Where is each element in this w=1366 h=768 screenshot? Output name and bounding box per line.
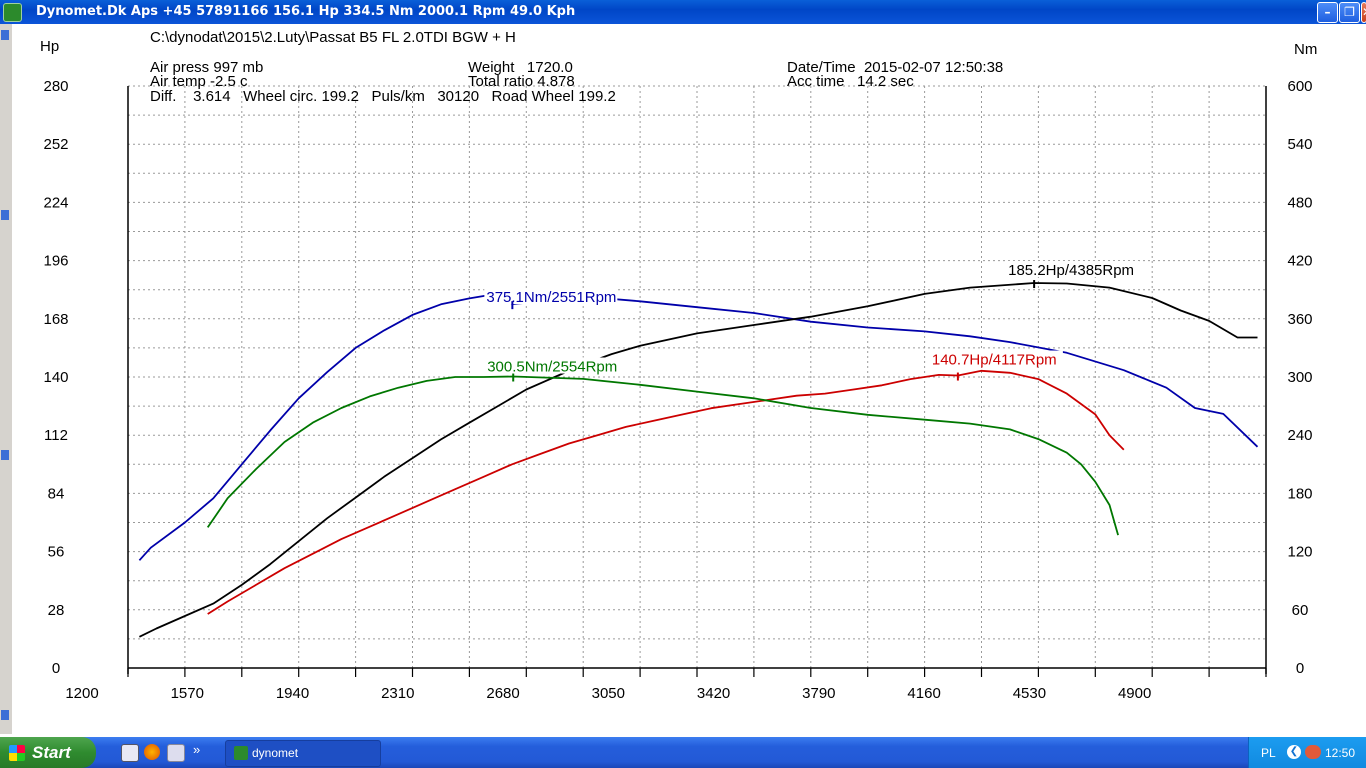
language-indicator[interactable]: PL (1261, 746, 1276, 760)
date-time: Date/Time 2015-02-07 12:50:38 (787, 59, 1003, 76)
quicklaunch-more-icon[interactable]: » (193, 742, 201, 757)
edge-marker (1, 30, 9, 40)
dynomet-task-icon (234, 746, 248, 760)
dyno-chart: 1200 1570 1940 2310 2680 3050 3420 3790 4160 4530… (40, 29, 1317, 702)
windows-flag-icon (9, 745, 25, 761)
annotation-background (485, 357, 619, 374)
series-line-power-wheel (207, 369, 1125, 615)
x-tick-label: 1200 (65, 685, 98, 702)
chart-grid (128, 85, 1266, 668)
y-right-tick-label: 60 (1292, 602, 1309, 619)
y-left-tick-label: 0 (52, 660, 60, 677)
taskbar-item-dynomet[interactable]: dynomet (225, 740, 381, 767)
edge-marker (1, 450, 9, 460)
minimize-button[interactable]: – (1317, 2, 1338, 23)
firefox-icon[interactable] (144, 744, 160, 760)
dyno-plot-area: 1200 1570 1940 2310 2680 3050 3420 3790 4160 4530… (12, 24, 1366, 734)
calculator-icon[interactable] (167, 744, 185, 762)
tray-expand-icon[interactable]: ❮ (1287, 745, 1301, 759)
annotation-background (1006, 261, 1140, 278)
x-tick-label: 4530 (1013, 685, 1046, 702)
system-tray: PL ❮ 12:50 (1248, 737, 1366, 768)
y-right-tick-label: 480 (1287, 194, 1312, 211)
y-left-tick-label: 224 (43, 194, 68, 211)
x-axis-ticks: 1200 1570 1940 2310 2680 3050 3420 3790 4160 4530… (65, 668, 1267, 702)
y-left-tick-label: 56 (48, 544, 65, 561)
start-button[interactable]: Start (0, 737, 96, 768)
y-right-tick-label: 540 (1287, 136, 1312, 153)
x-tick-label: 1570 (171, 685, 204, 702)
y-left-tick-label: 28 (48, 602, 65, 619)
annotation-background (484, 288, 618, 305)
y-left-tick-label: 196 (43, 253, 68, 270)
x-tick-label: 3050 (592, 685, 625, 702)
y-left-axis-label: Hp (40, 38, 59, 55)
left-window-edge (0, 24, 12, 734)
window-title: Dynomet.Dk Aps +45 57891166 156.1 Hp 334… (36, 4, 576, 19)
y-right-tick-label: 600 (1287, 78, 1312, 95)
y-left-tick-label: 168 (43, 311, 68, 328)
taskbar-item-label: dynomet (252, 746, 299, 760)
close-button[interactable]: ✕ (1361, 2, 1366, 23)
chart-series (138, 282, 1259, 638)
y-right-axis-ticks: 0 60 120 180 240 300 360 420 480 540 600 (1287, 78, 1312, 677)
restore-button[interactable]: ❐ (1339, 2, 1360, 23)
tray-app-icon[interactable] (1305, 745, 1321, 759)
y-right-tick-label: 360 (1287, 311, 1312, 328)
clock: 12:50 (1325, 746, 1356, 760)
chart-annotations: 375.1Nm/2551Rpm 185.2Hp/4385Rpm 300.5Nm/25… (484, 261, 1140, 382)
air-temp: Air temp -2.5 c (150, 73, 248, 90)
y-right-tick-label: 0 (1296, 660, 1304, 677)
y-right-tick-label: 240 (1287, 427, 1312, 444)
annotation-background (929, 350, 1063, 367)
y-right-tick-label: 420 (1287, 253, 1312, 270)
file-path: C:\dynodat\2015\2.Luty\Passat B5 FL 2.0T… (150, 29, 516, 46)
y-right-axis-label: Nm (1294, 41, 1317, 58)
y-left-tick-label: 84 (48, 485, 65, 502)
x-tick-label: 3420 (697, 685, 730, 702)
x-tick-label: 4160 (907, 685, 940, 702)
y-right-tick-label: 120 (1287, 544, 1312, 561)
x-tick-label: 1940 (276, 685, 309, 702)
title-bar: Dynomet.Dk Aps +45 57891166 156.1 Hp 334… (0, 0, 1366, 24)
edge-marker (1, 710, 9, 720)
weight: Weight 1720.0 (468, 59, 573, 76)
x-tick-label: 4900 (1118, 685, 1151, 702)
y-right-tick-label: 180 (1287, 485, 1312, 502)
total-ratio: Total ratio 4.878 (468, 73, 575, 90)
x-tick-label: 2680 (486, 685, 519, 702)
edge-marker (1, 210, 9, 220)
y-left-tick-label: 112 (44, 427, 68, 444)
peak-annotation: 185.2Hp/4385Rpm (1008, 262, 1134, 279)
y-left-tick-label: 140 (43, 369, 68, 386)
show-desktop-icon[interactable] (121, 744, 139, 762)
peak-annotation: 375.1Nm/2551Rpm (486, 289, 616, 306)
chart-frame (127, 86, 1267, 674)
x-tick-label: 3790 (802, 685, 835, 702)
y-left-tick-label: 252 (43, 136, 68, 153)
series-line-power-max (139, 282, 1258, 638)
series-line-torque-wheel (206, 375, 1119, 536)
dynomet-app-icon[interactable] (3, 3, 22, 22)
start-label: Start (32, 743, 71, 762)
taskbar: Start » dynomet PL ❮ 12:50 (0, 737, 1366, 768)
y-left-axis-ticks: 0 28 56 84 112 140 168 196 224 252 280 (43, 78, 68, 677)
peak-annotation: 300.5Nm/2554Rpm (487, 359, 617, 376)
y-left-tick-label: 280 (43, 78, 68, 95)
air-press: Air press 997 mb (150, 59, 263, 76)
drivetrain-info: Diff. 3.614 Wheel circ. 199.2 Puls/km 30… (150, 88, 616, 105)
peak-annotation: 140.7Hp/4117Rpm (932, 352, 1057, 369)
x-tick-label: 2310 (381, 685, 414, 702)
acc-time: Acc time 14.2 sec (787, 73, 914, 90)
y-right-tick-label: 300 (1287, 369, 1312, 386)
